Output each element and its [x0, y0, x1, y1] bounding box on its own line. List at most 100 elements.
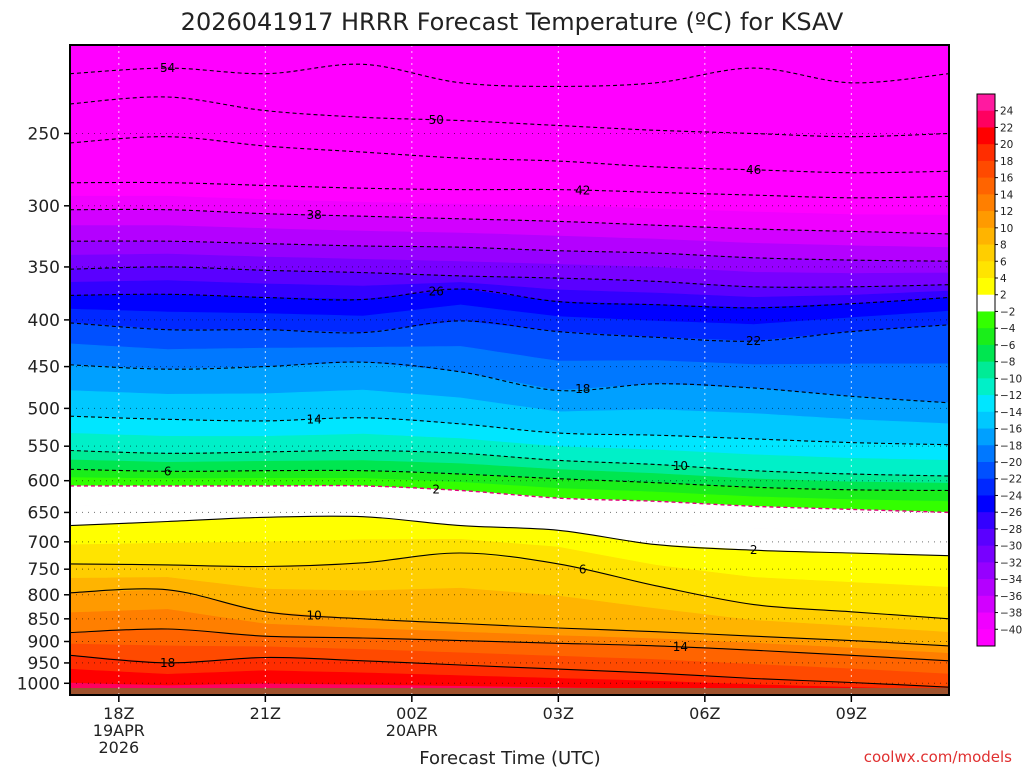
isotherm-line: [69, 63, 950, 87]
isotherm-label: 14: [673, 640, 688, 654]
colorbar-frame: [976, 93, 996, 647]
isotherm-label: 2: [750, 543, 758, 557]
colorbar-label: −36: [1000, 591, 1022, 603]
y-tick-label: 300: [28, 197, 60, 217]
plot-frame: [69, 44, 950, 696]
colorbar-swatch: [977, 428, 995, 446]
x-tick-label: 19APR: [93, 721, 145, 740]
colorbar-swatch: [977, 411, 995, 430]
colorbar-label: −22: [1000, 474, 1022, 486]
colorbar-label: −24: [1000, 490, 1022, 502]
colorbar-label: −28: [1000, 524, 1022, 536]
isotherm-line: [69, 96, 950, 138]
colorbar-swatch: [977, 445, 995, 463]
colorbar-label: −32: [1000, 557, 1022, 569]
colorbar-label: −8: [1000, 357, 1015, 369]
colorbar-swatch: [977, 110, 995, 128]
x-tick-label: 21Z: [250, 704, 281, 723]
chart-title: 2026041917 HRRR Forecast Temperature (ºC…: [181, 8, 844, 36]
isotherm-line: [69, 552, 950, 620]
colorbar-label: 20: [1000, 139, 1013, 151]
colorbar-swatch: [977, 177, 995, 195]
isotherm-label: 38: [307, 208, 322, 222]
colorbar-label: 10: [1000, 223, 1013, 235]
isotherm-line: [69, 361, 950, 404]
colorbar-label: −14: [1000, 407, 1022, 419]
colorbar-swatch: [977, 328, 995, 346]
colorbar-label: −12: [1000, 390, 1022, 402]
y-tick-label: 1000: [17, 674, 60, 694]
x-tick-label: 2026: [98, 738, 139, 757]
colorbar-label: −10: [1000, 373, 1022, 385]
colorbar-swatch: [977, 227, 995, 246]
colorbar-swatch: [977, 278, 995, 296]
colorbar-label: −40: [1000, 624, 1022, 636]
isotherm-label: 2: [432, 482, 440, 496]
isotherm-label: 42: [575, 183, 590, 197]
isotherm-label: 6: [164, 464, 172, 478]
isotherm-label: 14: [307, 412, 322, 426]
x-tick-label: 09Z: [836, 704, 867, 723]
colorbar-swatch: [977, 528, 995, 547]
isotherm-line: [69, 654, 950, 688]
colorbar-swatch: [977, 629, 995, 647]
credit-link[interactable]: coolwx.com/models: [864, 748, 1012, 766]
y-tick-label: 600: [28, 472, 60, 492]
colorbar-label: −6: [1000, 340, 1016, 352]
colorbar-swatch: [977, 378, 995, 396]
y-tick-label: 900: [28, 632, 60, 652]
isotherm-label: 10: [673, 459, 688, 473]
colorbar: 24 22 20 18 16 14 12 10 8 6 4 2 −2 −4 −6 −8 −10 −12 −14 −16…: [976, 93, 1022, 647]
y-tick-label: 400: [28, 311, 60, 331]
y-tick-label: 350: [28, 258, 60, 278]
colorbar-label: −4: [1000, 323, 1016, 335]
colorbar-label: −16: [1000, 424, 1022, 436]
isotherm-label: 10: [307, 608, 322, 622]
y-tick-label: 550: [28, 437, 60, 457]
y-tick-label: 950: [28, 654, 60, 674]
y-tick-label: 500: [28, 399, 60, 419]
colorbar-swatch: [977, 294, 995, 312]
colorbar-label: −2: [1000, 306, 1015, 318]
plot-area: [70, 45, 949, 695]
colorbar-swatch: [977, 261, 995, 279]
colorbar-swatch: [977, 579, 995, 597]
colorbar-swatch: [977, 311, 995, 329]
colorbar-label: 4: [1000, 273, 1007, 285]
isotherm-label: 46: [746, 163, 761, 177]
y-tick-label: 700: [28, 533, 60, 553]
isotherm-label: 18: [160, 656, 175, 670]
y-tick-label: 800: [28, 586, 60, 606]
isotherm-label: 6: [579, 562, 587, 576]
colorbar-label: 12: [1000, 206, 1013, 218]
colorbar-label: −18: [1000, 440, 1022, 452]
colorbar-label: 2: [1000, 290, 1007, 302]
colorbar-swatch: [977, 244, 995, 262]
y-tick-label: 250: [28, 124, 60, 144]
colorbar-swatch: [977, 612, 995, 630]
colorbar-swatch: [977, 545, 995, 563]
x-tick-label: 06Z: [689, 704, 720, 723]
isotherm-label: 22: [746, 334, 761, 348]
x-tick-label: 03Z: [543, 704, 574, 723]
colorbar-swatch: [977, 211, 995, 229]
colorbar-label: 22: [1000, 122, 1013, 134]
isotherm-label: 18: [575, 382, 590, 396]
colorbar-label: 18: [1000, 156, 1013, 168]
colorbar-swatch: [977, 361, 995, 379]
y-tick-label: 750: [28, 560, 60, 580]
colorbar-label: 16: [1000, 173, 1014, 185]
colorbar-swatch: [977, 144, 995, 162]
colorbar-swatch: [977, 462, 995, 480]
y-axis: 2503003504004505005506006507007508008509…: [17, 124, 70, 694]
colorbar-label: −20: [1000, 457, 1022, 469]
colorbar-label: −26: [1000, 507, 1022, 519]
ground-strip: [70, 688, 949, 695]
colorbar-swatch: [977, 94, 995, 112]
colorbar-label: 24: [1000, 106, 1014, 118]
x-tick-label: 00Z: [396, 704, 427, 723]
colorbar-label: −34: [1000, 574, 1022, 586]
isotherm-line: [69, 628, 950, 662]
colorbar-swatch: [977, 478, 995, 496]
